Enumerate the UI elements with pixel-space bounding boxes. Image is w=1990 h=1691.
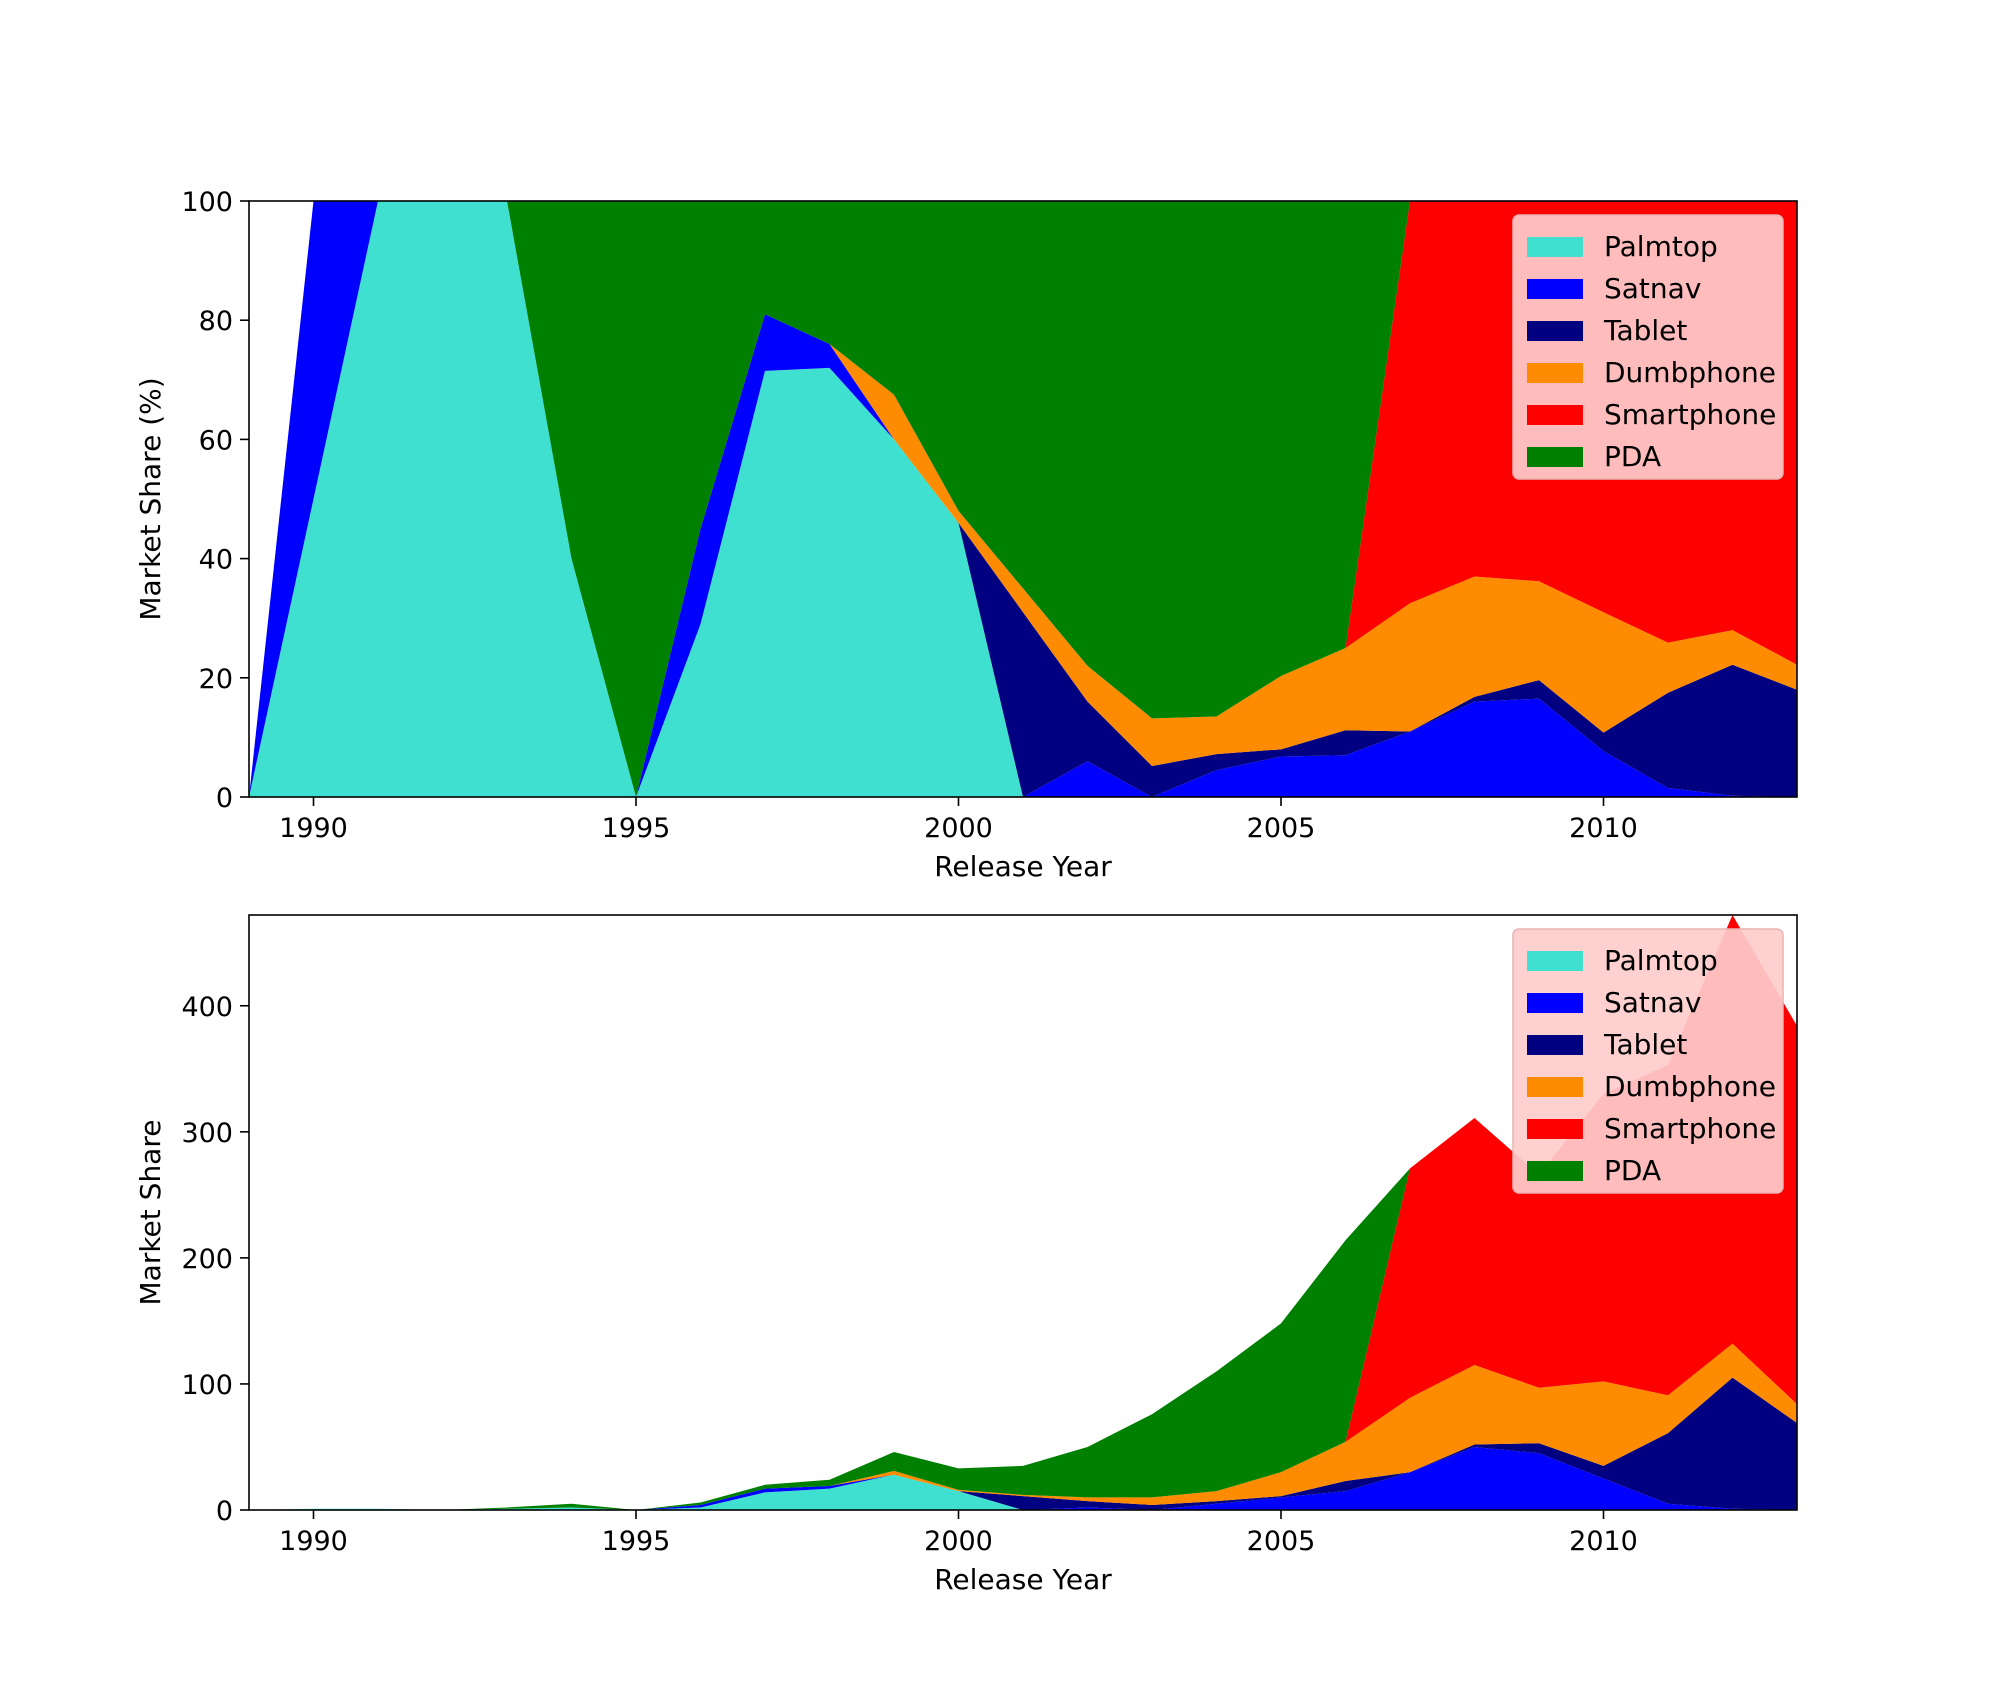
y-tick-label: 100: [181, 1370, 233, 1401]
area-layers: [249, 201, 1797, 797]
x-axis-label: Release Year: [934, 850, 1112, 883]
legend-swatch-pda: [1527, 1161, 1583, 1181]
legend-label-dumbphone: Dumbphone: [1604, 1070, 1776, 1103]
area-smartphone: [249, 915, 1797, 1510]
x-tick-label: 2000: [924, 813, 993, 844]
y-tick-label: 80: [199, 306, 233, 337]
y-tick-label: 60: [199, 425, 233, 456]
legend-label-palmtop: Palmtop: [1604, 944, 1718, 977]
x-tick-label: 1995: [602, 1526, 671, 1557]
y-tick-label: 40: [199, 545, 233, 576]
x-tick-label: 2010: [1569, 813, 1638, 844]
x-tick-label: 2010: [1569, 1526, 1638, 1557]
legend-label-satnav: Satnav: [1604, 986, 1701, 1019]
legend: Palmtop Satnav Tablet Dumbphone Smartphone PD…: [1512, 214, 1784, 480]
legend-swatch-tablet: [1527, 321, 1583, 341]
area-dumbphone: [249, 201, 1797, 797]
area-palmtop: [249, 201, 1797, 797]
x-tick-label: 2005: [1247, 1526, 1316, 1557]
y-tick-label: 0: [216, 1496, 233, 1527]
legend-label-tablet: Tablet: [1603, 314, 1687, 347]
legend-label-smartphone: Smartphone: [1604, 398, 1776, 431]
y-tick-label: 400: [181, 992, 233, 1023]
y-axis-label: Market Share: [134, 1120, 167, 1306]
legend-swatch-pda: [1527, 447, 1583, 467]
legend-swatch-palmtop: [1527, 237, 1583, 257]
y-tick-label: 200: [181, 1244, 233, 1275]
y-axis-label: Market Share (%): [134, 377, 167, 620]
legend-label-smartphone: Smartphone: [1604, 1112, 1776, 1145]
area-smartphone: [249, 201, 1797, 797]
axes-frame: [248, 200, 1798, 798]
x-axis-label: Release Year: [934, 1563, 1112, 1596]
area-tablet: [249, 201, 1797, 797]
chart-bottom-absolute: 1990 1995 2000 2005 2010 0 100 200 300 400 Release…: [134, 914, 1798, 1596]
x-tick-label: 2000: [924, 1526, 993, 1557]
legend-label-pda: PDA: [1604, 1154, 1661, 1187]
legend-swatch-satnav: [1527, 993, 1583, 1013]
x-tick-label: 1995: [602, 813, 671, 844]
chart-top-percent: 1990 1995 2000 2005 2010 0 20 40 60 80 100 Release …: [134, 187, 1798, 883]
area-satnav: [249, 1446, 1797, 1510]
x-tick-label: 1990: [279, 813, 348, 844]
legend-label-satnav: Satnav: [1604, 272, 1701, 305]
legend-swatch-satnav: [1527, 279, 1583, 299]
legend-swatch-palmtop: [1527, 951, 1583, 971]
y-tick-label: 0: [216, 783, 233, 814]
area-dumbphone: [249, 1343, 1797, 1510]
legend-swatch-dumbphone: [1527, 1077, 1583, 1097]
legend-label-tablet: Tablet: [1603, 1028, 1687, 1061]
legend-label-pda: PDA: [1604, 440, 1661, 473]
legend-swatch-smartphone: [1527, 1119, 1583, 1139]
legend-swatch-tablet: [1527, 1035, 1583, 1055]
legend: Palmtop Satnav Tablet Dumbphone Smartphone PD…: [1512, 928, 1784, 1194]
y-tick-label: 100: [181, 187, 233, 218]
legend-swatch-dumbphone: [1527, 363, 1583, 383]
legend-label-palmtop: Palmtop: [1604, 230, 1718, 263]
axes-frame: [248, 914, 1798, 1511]
x-tick-label: 1990: [279, 1526, 348, 1557]
y-tick-label: 20: [199, 664, 233, 695]
y-tick-label: 300: [181, 1118, 233, 1149]
legend-swatch-smartphone: [1527, 405, 1583, 425]
legend-label-dumbphone: Dumbphone: [1604, 356, 1776, 389]
area-layers: [249, 915, 1797, 1510]
area-pda: [249, 201, 1797, 797]
x-tick-label: 2005: [1247, 813, 1316, 844]
